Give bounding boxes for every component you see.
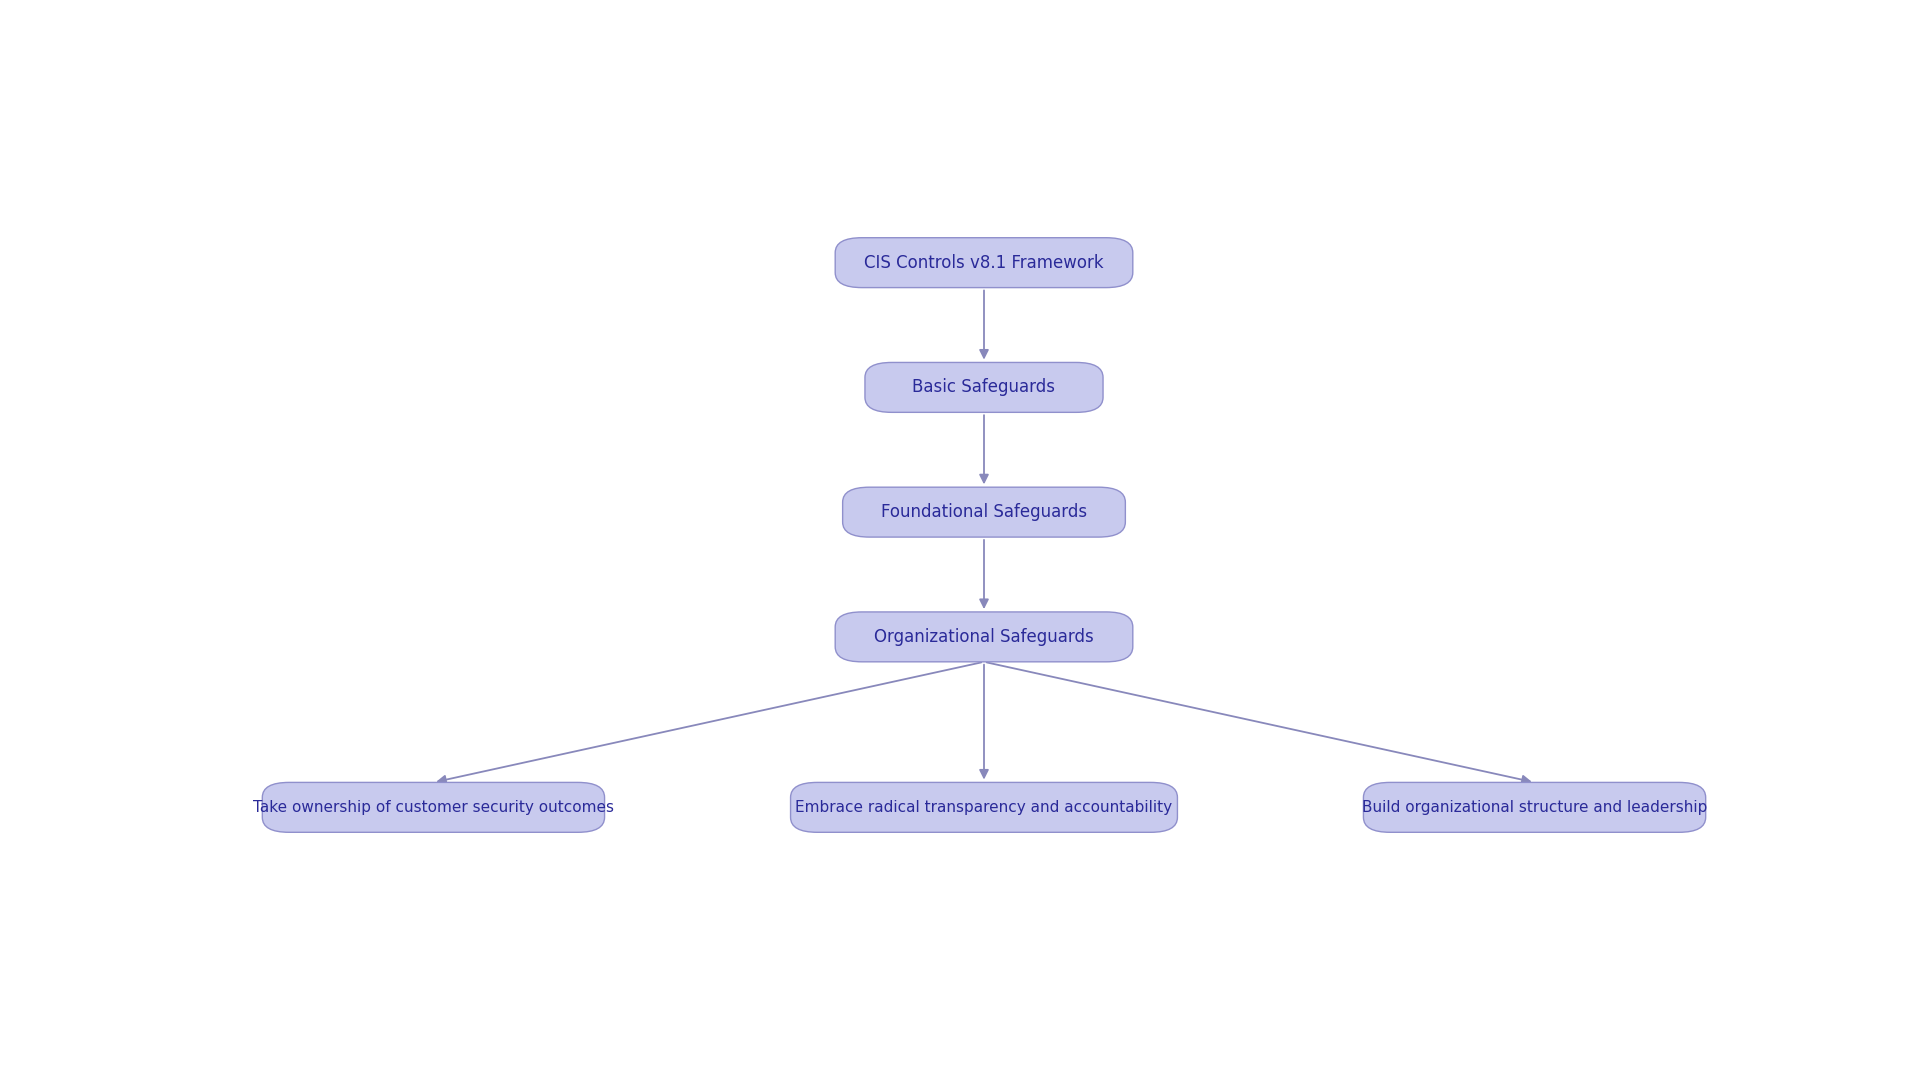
Text: Organizational Safeguards: Organizational Safeguards xyxy=(874,627,1094,646)
FancyBboxPatch shape xyxy=(864,363,1102,413)
Text: Basic Safeguards: Basic Safeguards xyxy=(912,378,1056,396)
Text: CIS Controls v8.1 Framework: CIS Controls v8.1 Framework xyxy=(864,254,1104,272)
FancyBboxPatch shape xyxy=(843,487,1125,537)
FancyBboxPatch shape xyxy=(835,612,1133,662)
FancyBboxPatch shape xyxy=(263,782,605,833)
Text: Embrace radical transparency and accountability: Embrace radical transparency and account… xyxy=(795,800,1173,814)
Text: Foundational Safeguards: Foundational Safeguards xyxy=(881,503,1087,522)
Text: Take ownership of customer security outcomes: Take ownership of customer security outc… xyxy=(253,800,614,814)
FancyBboxPatch shape xyxy=(791,782,1177,833)
FancyBboxPatch shape xyxy=(1363,782,1705,833)
Text: Build organizational structure and leadership: Build organizational structure and leade… xyxy=(1361,800,1707,814)
FancyBboxPatch shape xyxy=(835,238,1133,287)
